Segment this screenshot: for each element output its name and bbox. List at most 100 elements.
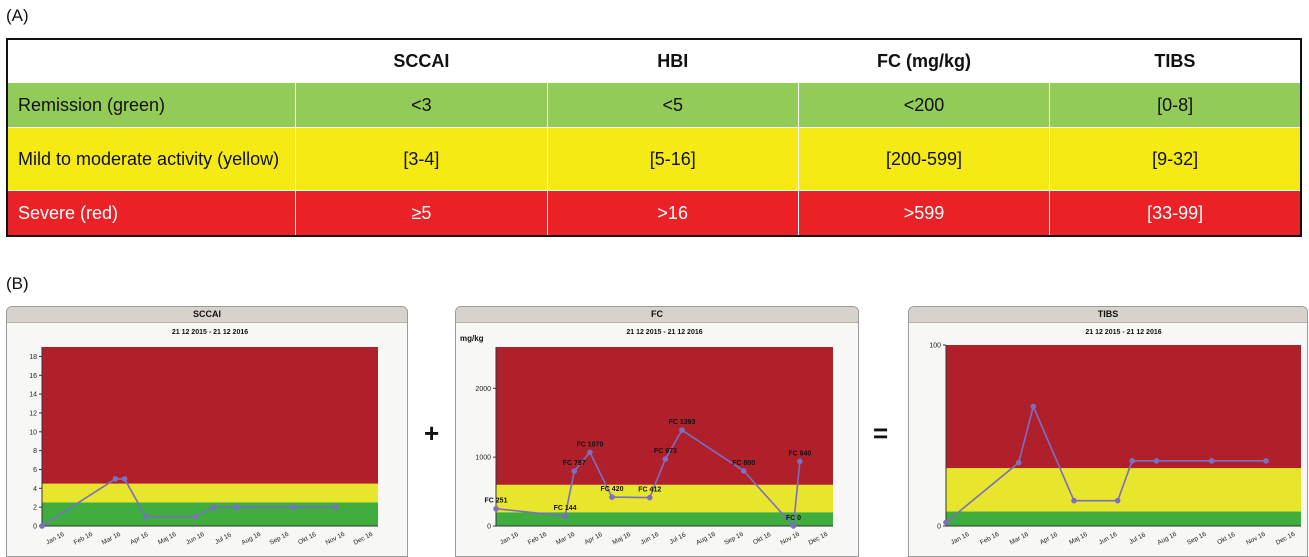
x-tick-label: Dec 16 xyxy=(808,531,830,547)
x-tick-label: Aug 16 xyxy=(241,531,263,547)
data-point xyxy=(233,504,240,510)
data-point xyxy=(121,476,128,482)
table-header-row: SCCAI HBI FC (mg/kg) TIBS xyxy=(7,39,1301,83)
y-axis-label: mg/kg xyxy=(460,334,484,343)
y-tick-label: 0 xyxy=(33,524,37,531)
data-point xyxy=(332,504,339,510)
data-point xyxy=(562,513,568,519)
data-point xyxy=(142,513,149,520)
sccai-chart: 21 12 2015 - 21 12 2016 0 2 4 6 8 10 12 14 16 18 Ja… xyxy=(29,329,378,547)
x-tick-label: Maj 16 xyxy=(1068,531,1089,547)
data-point xyxy=(290,504,297,510)
y-tick-label: 10 xyxy=(29,429,37,436)
x-tick-label: Feb 16 xyxy=(527,531,548,547)
chart-subtitle: 21 12 2015 - 21 12 2016 xyxy=(172,329,248,336)
data-point xyxy=(571,468,578,474)
red-zone-band xyxy=(496,347,833,485)
y-tick-label: 14 xyxy=(29,392,37,399)
x-tick-label: Apr 16 xyxy=(129,531,150,546)
fc-chart-panel: FC 21 12 2015 - 21 12 2016 mg/kg 0 1000 2000… xyxy=(455,306,859,557)
fc-chart: 21 12 2015 - 21 12 2016 mg/kg 0 1000 2000 Jan… xyxy=(460,329,833,547)
data-point xyxy=(790,523,797,529)
chart-subtitle: 21 12 2015 - 21 12 2016 xyxy=(626,329,702,336)
data-point xyxy=(740,468,747,474)
sccai-chart-panel: SCCAI 21 12 2015 - 21 12 2016 0 2 4 6 8 10 12 14… xyxy=(6,306,408,557)
y-tick-label: 16 xyxy=(29,373,37,380)
table-cell: >16 xyxy=(546,190,799,237)
data-point xyxy=(1030,403,1037,410)
x-tick-label: Maj 16 xyxy=(611,531,632,547)
data-label: FC 412 xyxy=(638,487,661,494)
chart-title: TIBS xyxy=(909,307,1307,323)
data-point xyxy=(112,476,119,482)
x-tick-label: Okt 16 xyxy=(297,531,318,546)
data-point xyxy=(1153,458,1160,464)
data-point xyxy=(943,519,949,526)
table-cell: [5-16] xyxy=(546,127,799,191)
y-tick-label: 2 xyxy=(33,505,37,512)
data-point xyxy=(493,505,499,512)
data-label: FC 940 xyxy=(788,450,811,457)
section-b-label: (B) xyxy=(6,274,29,293)
data-label: FC 800 xyxy=(732,460,755,467)
y-tick-label: 2000 xyxy=(475,386,491,393)
chart-title: SCCAI xyxy=(7,307,407,323)
table-cell: >599 xyxy=(797,190,1051,237)
data-point xyxy=(1208,458,1215,464)
yellow-zone-band xyxy=(496,484,833,513)
table-cell: [3-4] xyxy=(295,127,548,191)
y-tick-label: 4 xyxy=(33,486,37,493)
table-row: Severe (red) ≥5 >16 >599 [33-99] xyxy=(6,190,1302,237)
tibs-chart: 21 12 2015 - 21 12 2016 0 100 Jan 16 Feb 16 M… xyxy=(929,329,1301,547)
data-label: FC 1070 xyxy=(576,441,603,448)
green-zone-band xyxy=(496,512,833,526)
data-label: FC 973 xyxy=(654,448,677,455)
data-point xyxy=(1015,459,1022,466)
data-point xyxy=(797,458,803,465)
x-tick-label: Aug 16 xyxy=(695,531,717,547)
x-tick-label: Jul 16 xyxy=(1128,531,1147,546)
x-tick-label: Feb 16 xyxy=(73,531,94,547)
data-point xyxy=(646,494,653,501)
data-point xyxy=(210,504,217,510)
x-tick-label: Jul 16 xyxy=(214,531,233,546)
x-tick-label: Sep 16 xyxy=(269,531,291,547)
x-tick-label: Sep 16 xyxy=(723,531,745,547)
yellow-zone-band xyxy=(946,468,1301,512)
row-label: Mild to moderate activity (yellow) xyxy=(6,127,297,191)
yellow-zone-band xyxy=(42,483,378,503)
table-header-cell: TIBS xyxy=(1049,39,1301,83)
x-tick-label: Jan 16 xyxy=(499,531,520,547)
x-tick-label: Nov 16 xyxy=(779,531,801,547)
chart-title: FC xyxy=(456,307,858,323)
data-point xyxy=(39,523,45,529)
x-tick-label: Apr 16 xyxy=(1039,531,1060,546)
equals-operator: = xyxy=(873,418,889,448)
y-tick-label: 12 xyxy=(29,410,37,417)
tibs-chart-panel: TIBS 21 12 2015 - 21 12 2016 0 100 Jan 16 Fe… xyxy=(908,306,1308,557)
table-cell: <5 xyxy=(546,82,799,128)
x-tick-label: Nov 16 xyxy=(325,531,347,547)
table-cell: <200 xyxy=(797,82,1051,128)
x-tick-label: Jan 16 xyxy=(950,531,971,547)
table-header-cell: FC (mg/kg) xyxy=(798,39,1050,83)
x-tick-label: Okt 16 xyxy=(1216,531,1237,546)
data-label: FC 144 xyxy=(554,505,577,512)
green-zone-band xyxy=(946,511,1301,526)
data-label: FC 420 xyxy=(601,486,624,493)
table-header-cell xyxy=(7,39,296,83)
x-tick-label: Dec 16 xyxy=(353,531,375,547)
table-header-cell: HBI xyxy=(547,39,799,83)
table-cell: [0-8] xyxy=(1049,82,1302,128)
y-tick-label: 100 xyxy=(929,343,941,350)
data-point xyxy=(1114,497,1121,504)
row-label: Severe (red) xyxy=(6,190,297,237)
x-tick-label: Okt 16 xyxy=(752,531,773,546)
table-row: Mild to moderate activity (yellow) [3-4][… xyxy=(6,127,1302,191)
x-tick-label: Dec 16 xyxy=(1275,531,1297,547)
data-point xyxy=(1263,458,1269,464)
red-zone-band xyxy=(946,345,1301,469)
data-point xyxy=(192,513,199,520)
data-point xyxy=(587,449,593,456)
x-tick-label: Jun 16 xyxy=(1098,531,1119,547)
